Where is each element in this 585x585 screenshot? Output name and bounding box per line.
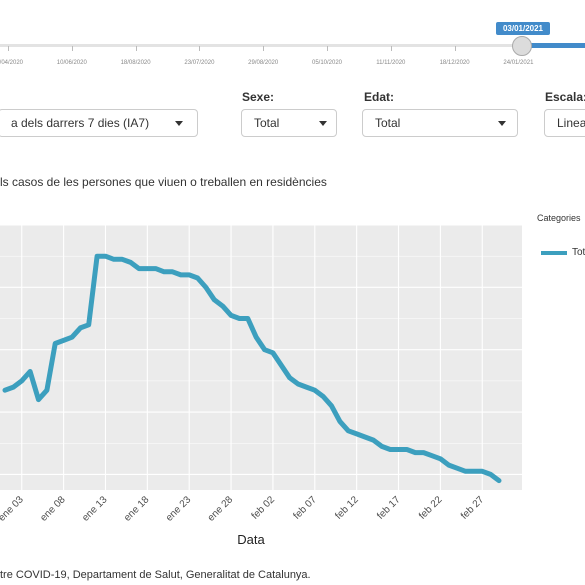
x-axis-label: Data bbox=[237, 532, 265, 547]
slider-tick-label: 10/06/2020 bbox=[56, 60, 87, 66]
slider-tick-label: 18/12/2020 bbox=[439, 60, 470, 66]
slider-tick bbox=[199, 46, 201, 51]
x-tick-label: feb 12 bbox=[333, 494, 361, 522]
slider-tick bbox=[454, 46, 456, 51]
slider-tick-label: 23/07/2020 bbox=[184, 60, 215, 66]
chevron-down-icon bbox=[498, 121, 506, 126]
slider-tick bbox=[71, 46, 73, 51]
x-tick-label: ene 23 bbox=[164, 494, 194, 524]
chevron-down-icon bbox=[175, 121, 183, 126]
sexe-select[interactable]: Total bbox=[241, 109, 337, 137]
edat-select-value: Total bbox=[375, 116, 401, 130]
edat-label: Edat: bbox=[364, 90, 394, 104]
indicator-select[interactable]: a dels darrers 7 dies (IA7) bbox=[0, 109, 198, 137]
legend-key[interactable] bbox=[541, 251, 567, 255]
slider-tick-label: 29/08/2020 bbox=[248, 60, 279, 66]
x-tick-label: ene 28 bbox=[206, 494, 236, 524]
sexe-select-value: Total bbox=[254, 116, 280, 130]
line-chart: ene 03 ene 08 ene 13 ene 18 ene 23 ene 28 feb … bbox=[0, 224, 522, 547]
slider-tick-label: 20/04/2020 bbox=[0, 60, 24, 66]
plot-panel bbox=[0, 225, 522, 490]
edat-select[interactable]: Total bbox=[362, 109, 518, 137]
x-tick-label: feb 22 bbox=[417, 494, 445, 522]
slider-tick-label: 05/10/2020 bbox=[311, 60, 343, 66]
indicator-select-value: a dels darrers 7 dies (IA7) bbox=[11, 116, 150, 130]
x-tick-label: feb 07 bbox=[291, 494, 319, 522]
slider-handle[interactable] bbox=[512, 36, 532, 56]
slider-fill bbox=[522, 43, 585, 48]
chevron-down-icon bbox=[319, 121, 327, 126]
legend-title: Categories bbox=[537, 213, 581, 223]
x-tick-label: ene 03 bbox=[0, 494, 26, 524]
slider-tick bbox=[327, 46, 328, 51]
escala-select[interactable]: Linea bbox=[544, 109, 585, 137]
x-tick-label: feb 02 bbox=[250, 494, 278, 522]
chart-subtitle: ls casos de les persones que viuen o tre… bbox=[0, 175, 327, 189]
slider-track[interactable] bbox=[0, 44, 585, 47]
series-line-total bbox=[2, 253, 502, 484]
slider-tick bbox=[135, 46, 137, 51]
slider-tick bbox=[390, 46, 392, 51]
x-tick-label: feb 27 bbox=[459, 494, 487, 522]
x-tick-label: ene 13 bbox=[80, 494, 110, 524]
x-tick-label: ene 18 bbox=[122, 494, 152, 524]
x-tick-label: ene 08 bbox=[38, 494, 68, 524]
slider-tick-label: 24/01/2021 bbox=[503, 60, 534, 66]
escala-label: Escala: bbox=[545, 90, 585, 104]
sexe-label: Sexe: bbox=[242, 90, 275, 104]
legend-label: Total bbox=[572, 247, 585, 258]
slider-tick-label: 11/11/2020 bbox=[376, 60, 406, 66]
escala-select-value: Linea bbox=[557, 116, 585, 130]
slider-tick-label: 18/08/2020 bbox=[120, 60, 151, 66]
source-note: tre COVID-19, Departament de Salut, Gene… bbox=[0, 569, 311, 581]
slider-tick bbox=[263, 46, 265, 51]
slider-tick bbox=[8, 46, 9, 51]
x-tick-label: feb 17 bbox=[375, 494, 403, 522]
slider-current-date: 03/01/2021 bbox=[496, 22, 550, 35]
